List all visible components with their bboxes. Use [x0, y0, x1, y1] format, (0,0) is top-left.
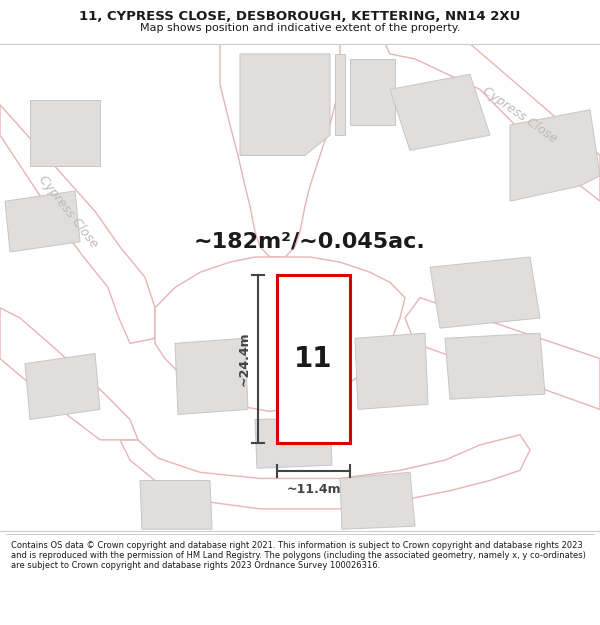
Polygon shape [277, 275, 350, 443]
Polygon shape [25, 354, 100, 419]
Polygon shape [155, 257, 405, 411]
Polygon shape [430, 257, 540, 328]
Polygon shape [355, 333, 428, 409]
Polygon shape [405, 298, 600, 409]
Polygon shape [240, 54, 330, 156]
Text: Cypress Close: Cypress Close [480, 84, 560, 146]
Polygon shape [140, 481, 212, 529]
Polygon shape [390, 74, 490, 151]
Polygon shape [5, 191, 80, 252]
Polygon shape [220, 44, 340, 257]
Polygon shape [335, 54, 345, 135]
Polygon shape [30, 99, 100, 166]
Text: Contains OS data © Crown copyright and database right 2021. This information is : Contains OS data © Crown copyright and d… [11, 541, 586, 571]
Text: 11, CYPRESS CLOSE, DESBOROUGH, KETTERING, NN14 2XU: 11, CYPRESS CLOSE, DESBOROUGH, KETTERING… [79, 9, 521, 22]
Polygon shape [510, 110, 600, 201]
Text: Cypress Close: Cypress Close [36, 173, 100, 250]
Polygon shape [340, 472, 415, 529]
Polygon shape [120, 435, 530, 509]
Polygon shape [385, 44, 600, 201]
Text: ~11.4m: ~11.4m [286, 483, 341, 496]
Text: ~182m²/~0.045ac.: ~182m²/~0.045ac. [194, 232, 426, 252]
Text: ~24.4m: ~24.4m [238, 332, 251, 386]
Text: 11: 11 [294, 345, 333, 373]
Polygon shape [350, 59, 395, 125]
Polygon shape [0, 308, 138, 440]
Polygon shape [175, 338, 248, 414]
Polygon shape [255, 418, 332, 468]
Text: Map shows position and indicative extent of the property.: Map shows position and indicative extent… [140, 22, 460, 32]
Polygon shape [0, 104, 155, 343]
Polygon shape [445, 333, 545, 399]
